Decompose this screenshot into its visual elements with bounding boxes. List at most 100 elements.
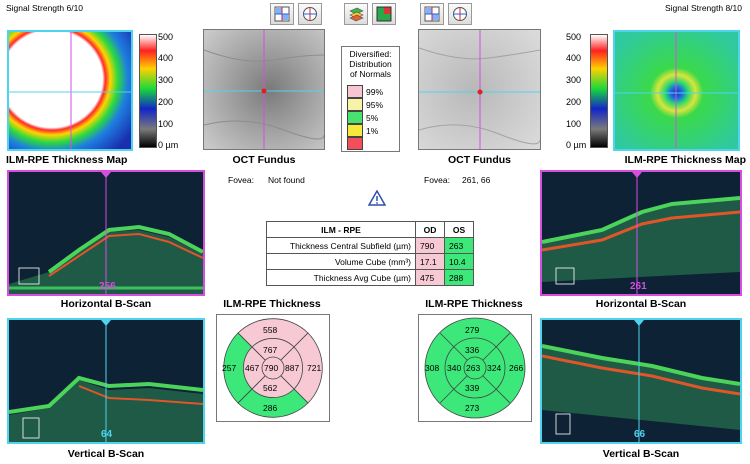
right-signal-strength: Signal Strength 8/10 bbox=[664, 3, 742, 13]
normals-swatch-low bbox=[347, 137, 363, 150]
right-colorbar bbox=[590, 34, 608, 148]
grid-view-button[interactable] bbox=[372, 3, 396, 25]
right-tick-200: 200 bbox=[566, 97, 582, 107]
left-hscan-label: Horizontal B-Scan bbox=[60, 298, 152, 310]
normals-legend: Diversified: Distribution of Normals 99%… bbox=[341, 46, 400, 152]
right-vscan-label: Vertical B-Scan bbox=[602, 448, 680, 460]
right-fundus-label: OCT Fundus bbox=[448, 154, 511, 166]
left-tick-200: 200 bbox=[158, 97, 174, 107]
right-etdrs-nasal-inner: 324 bbox=[487, 363, 502, 373]
right-etdrs-inferior-inner: 339 bbox=[465, 383, 480, 393]
left-etdrs-nasal-outer: 721 bbox=[307, 363, 322, 373]
right-horizontal-bscan[interactable]: 261 bbox=[540, 170, 742, 296]
right-etdrs-inferior-outer: 273 bbox=[465, 403, 480, 413]
left-fundus-label: OCT Fundus bbox=[232, 154, 296, 166]
normals-title-3: of Normals bbox=[349, 69, 392, 79]
left-fundus-image[interactable] bbox=[203, 29, 325, 150]
left-hscan-number: 256 bbox=[99, 281, 116, 292]
target-view-button-1[interactable] bbox=[298, 3, 322, 25]
left-etdrs-chart: 558 767 257 467 790 887 721 562 286 bbox=[216, 314, 330, 422]
right-thickness-map[interactable] bbox=[613, 30, 740, 151]
right-chart-title: ILM-RPE Thickness bbox=[425, 298, 523, 310]
right-horizontal-bscan-image bbox=[542, 172, 740, 294]
normals-title-1: Diversified: bbox=[349, 49, 392, 59]
right-etdrs-chart: 279 336 308 340 263 324 266 339 273 bbox=[418, 314, 532, 422]
right-vscan-number: 66 bbox=[634, 429, 646, 440]
left-tick-300: 300 bbox=[158, 75, 174, 85]
normals-title-2: Distribution bbox=[349, 59, 392, 69]
right-etdrs-superior-inner: 336 bbox=[465, 345, 480, 355]
metric-os-value: 10.4 bbox=[444, 253, 474, 270]
normals-row: 99% bbox=[347, 85, 383, 98]
right-thickness-map-label: ILM-RPE Thickness Map bbox=[624, 154, 746, 166]
left-etdrs-superior-inner: 767 bbox=[263, 345, 278, 355]
right-etdrs-graphic bbox=[424, 317, 526, 419]
metric-od-value: 790 bbox=[415, 237, 445, 254]
normals-label-95: 95% bbox=[366, 99, 384, 110]
layers-icon bbox=[349, 7, 364, 22]
normals-label-1: 1% bbox=[366, 125, 379, 136]
left-etdrs-superior-outer: 558 bbox=[263, 325, 278, 335]
right-fundus-image[interactable] bbox=[418, 29, 541, 150]
normals-swatch-99 bbox=[347, 85, 363, 98]
crosshair-view-button-2[interactable] bbox=[420, 3, 444, 25]
left-etdrs-center: 790 bbox=[264, 363, 279, 373]
metric-od-value: 475 bbox=[415, 269, 445, 286]
target-icon bbox=[303, 7, 317, 21]
target-icon bbox=[453, 7, 467, 21]
right-tick-400: 400 bbox=[566, 53, 582, 63]
left-colorbar bbox=[139, 34, 157, 148]
crosshair-view-button-1[interactable] bbox=[270, 3, 294, 25]
right-hscan-number: 261 bbox=[630, 281, 647, 292]
table-row: Thickness Central Subfield (µm) 790 263 bbox=[266, 237, 474, 254]
normals-row: 95% bbox=[347, 98, 383, 111]
normals-row: 1% bbox=[347, 124, 383, 137]
left-thickness-map[interactable] bbox=[7, 30, 133, 151]
right-fovea-label: Fovea: bbox=[424, 175, 450, 185]
crosshair-icon bbox=[274, 6, 290, 22]
normals-rows: 99% 95% 5% 1% bbox=[347, 85, 383, 150]
right-etdrs-temporal-inner: 340 bbox=[447, 363, 462, 373]
metric-od-value: 17.1 bbox=[415, 253, 445, 270]
normals-swatch-1 bbox=[347, 124, 363, 137]
metrics-table: ILM - RPE OD OS Thickness Central Subfie… bbox=[266, 221, 474, 286]
right-tick-300: 300 bbox=[566, 75, 582, 85]
metric-os-value: 288 bbox=[444, 269, 474, 286]
left-fovea-value: Not found bbox=[268, 175, 305, 185]
left-etdrs-inferior-outer: 286 bbox=[263, 403, 278, 413]
left-signal-strength: Signal Strength 6/10 bbox=[6, 3, 84, 13]
right-etdrs-superior-outer: 279 bbox=[465, 325, 480, 335]
left-vertical-bscan[interactable]: 64 bbox=[7, 318, 205, 444]
right-vertical-bscan-image bbox=[542, 320, 740, 442]
metric-os-value: 263 bbox=[444, 237, 474, 254]
left-vscan-label: Vertical B-Scan bbox=[67, 448, 145, 460]
left-tick-500: 500 bbox=[158, 32, 174, 42]
normals-swatch-95 bbox=[347, 98, 363, 111]
left-fovea-label: Fovea: bbox=[228, 175, 254, 185]
left-etdrs-temporal-inner: 467 bbox=[245, 363, 260, 373]
right-hscan-label: Horizontal B-Scan bbox=[595, 298, 687, 310]
right-tick-100: 100 bbox=[566, 119, 582, 129]
layers-button[interactable] bbox=[344, 3, 368, 25]
right-fovea-value: 261, 66 bbox=[462, 175, 491, 185]
metric-label: Thickness Avg Cube (µm) bbox=[266, 269, 416, 286]
left-tick-100: 100 bbox=[158, 119, 174, 129]
target-view-button-2[interactable] bbox=[448, 3, 472, 25]
left-vertical-bscan-image bbox=[9, 320, 203, 442]
crosshair-icon bbox=[424, 6, 440, 22]
right-etdrs-temporal-outer: 308 bbox=[425, 363, 440, 373]
grid-icon bbox=[376, 6, 392, 22]
metric-label: Volume Cube (mm³) bbox=[266, 253, 416, 270]
right-tick-500: 500 bbox=[566, 32, 582, 42]
right-vertical-bscan[interactable]: 66 bbox=[540, 318, 742, 444]
right-etdrs-center: 263 bbox=[466, 363, 481, 373]
left-thickness-map-label: ILM-RPE Thickness Map bbox=[6, 154, 128, 166]
left-vscan-number: 64 bbox=[101, 429, 113, 440]
left-horizontal-bscan[interactable]: 256 bbox=[7, 170, 205, 296]
normals-label-99: 99% bbox=[366, 86, 384, 97]
table-row: Volume Cube (mm³) 17.1 10.4 bbox=[266, 253, 474, 270]
metrics-header-row: ILM - RPE OD OS bbox=[266, 221, 474, 238]
left-thickness-map-image bbox=[9, 32, 131, 149]
metrics-header-od: OD bbox=[415, 221, 445, 238]
normals-row bbox=[347, 137, 383, 150]
